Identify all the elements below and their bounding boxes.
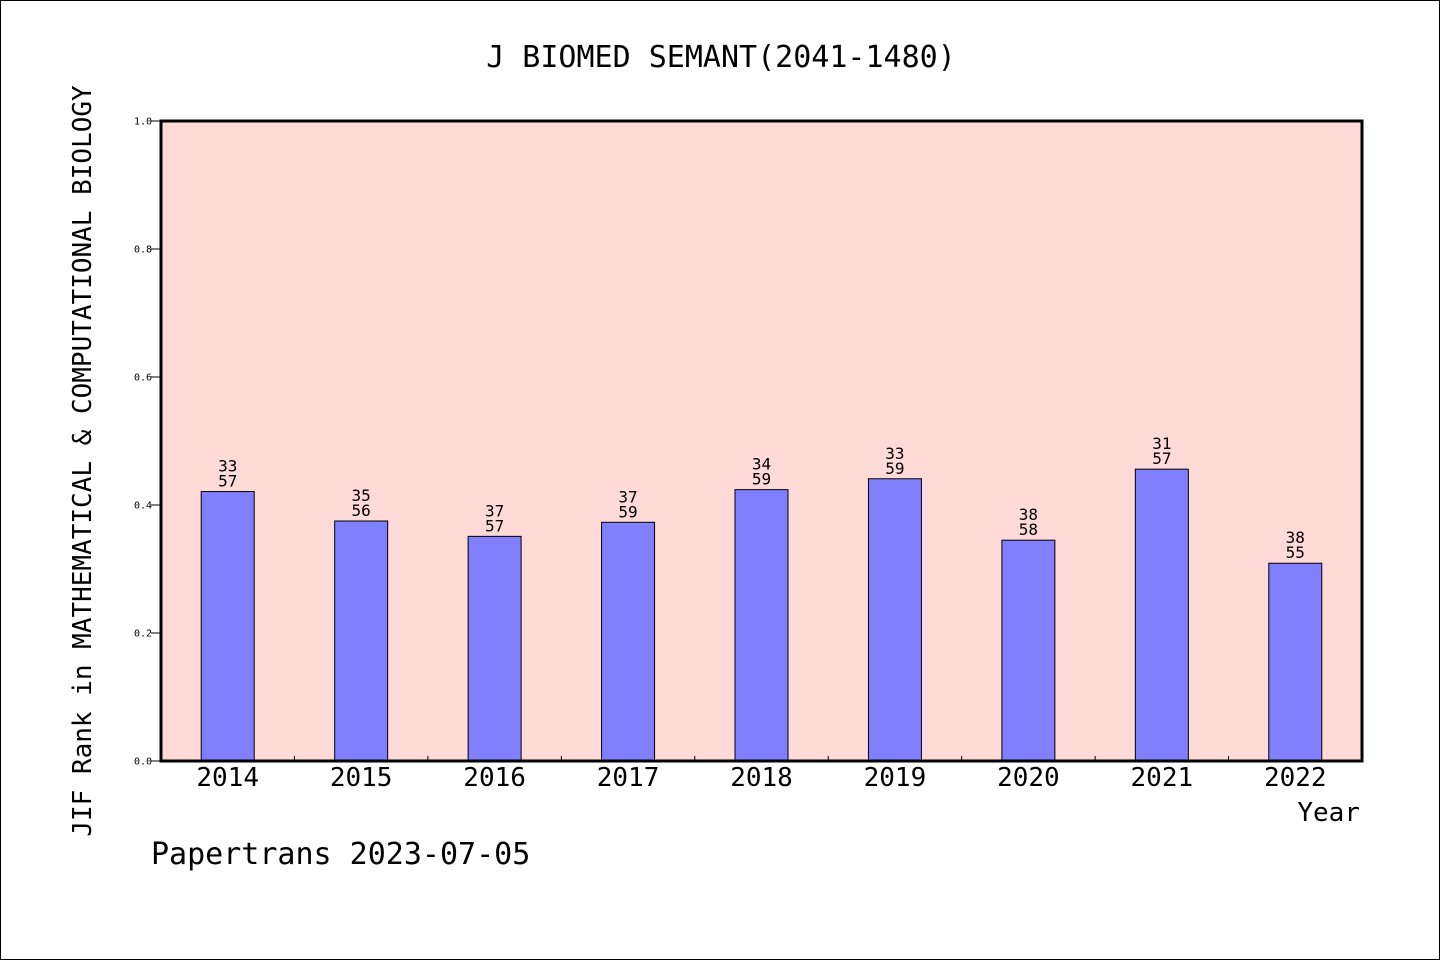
y-tick-label: 0.6: [134, 373, 152, 384]
x-tick-label: 2022: [1264, 763, 1327, 793]
bar-rank-label: 37: [618, 487, 637, 506]
bar-2017: [601, 521, 656, 762]
bar-rank-label: 33: [885, 444, 904, 463]
y-tick-label: 0.4: [134, 501, 152, 512]
y-tick-label: 1.0: [134, 117, 152, 128]
y-axis-label: JIF Rank in MATHEMATICAL & COMPUTATIONAL…: [68, 85, 98, 837]
bar-total-label: 59: [752, 470, 771, 489]
bar-2021: [1134, 468, 1189, 762]
bar-2019: [867, 478, 922, 762]
bar-rank-label: 38: [1286, 528, 1305, 547]
bar-total-label: 59: [618, 502, 637, 521]
bar-total-label: 57: [485, 516, 504, 535]
bars: [200, 468, 1323, 762]
x-tick-label: 2018: [730, 763, 793, 793]
x-tick-label: 2021: [1131, 763, 1194, 793]
x-tick-label: 2016: [463, 763, 526, 793]
bar-2022: [1268, 562, 1323, 762]
bar-rank-label: 34: [752, 455, 771, 474]
y-axis-ticks: 0.0 0.2 0.4 0.6 0.8 1.0: [134, 117, 161, 768]
x-tick-label: 2019: [864, 763, 927, 793]
y-tick-label: 0.2: [134, 629, 152, 640]
x-tick-label: 2017: [597, 763, 660, 793]
x-axis-label: Year: [1297, 798, 1360, 828]
bar-total-label: 59: [885, 459, 904, 478]
bar-total-label: 55: [1286, 543, 1305, 562]
y-tick-label: 0.0: [134, 757, 152, 768]
plot-border: [159, 119, 1364, 763]
bar-total-label: 57: [1152, 449, 1171, 468]
bar-2015: [334, 520, 389, 762]
footer-credit: Papertrans 2023-07-05: [151, 837, 530, 872]
x-tick-label: 2020: [997, 763, 1060, 793]
x-tick-label: 2015: [330, 763, 393, 793]
bar-rank-label: 33: [218, 457, 237, 476]
bar-rank-label: 38: [1019, 505, 1038, 524]
bar-2020: [1001, 539, 1056, 762]
chart-title: J BIOMED SEMANT(2041-1480): [486, 40, 956, 75]
bar-rank-label: 35: [352, 486, 371, 505]
bar-total-label: 57: [218, 472, 237, 491]
bar-2018: [734, 489, 789, 762]
bar-rank-label: 31: [1152, 434, 1171, 453]
x-axis-ticks: 2014 2015 2016 2017 2018 2019 2020 2021 2022: [196, 756, 1327, 793]
y-tick-label: 0.8: [134, 245, 152, 256]
bar-rank-label: 37: [485, 501, 504, 520]
bar-total-label: 58: [1019, 520, 1038, 539]
bar-2016: [467, 535, 522, 762]
bar-total-label: 56: [352, 501, 371, 520]
x-tick-label: 2014: [196, 763, 259, 793]
bar-2014: [200, 491, 255, 762]
